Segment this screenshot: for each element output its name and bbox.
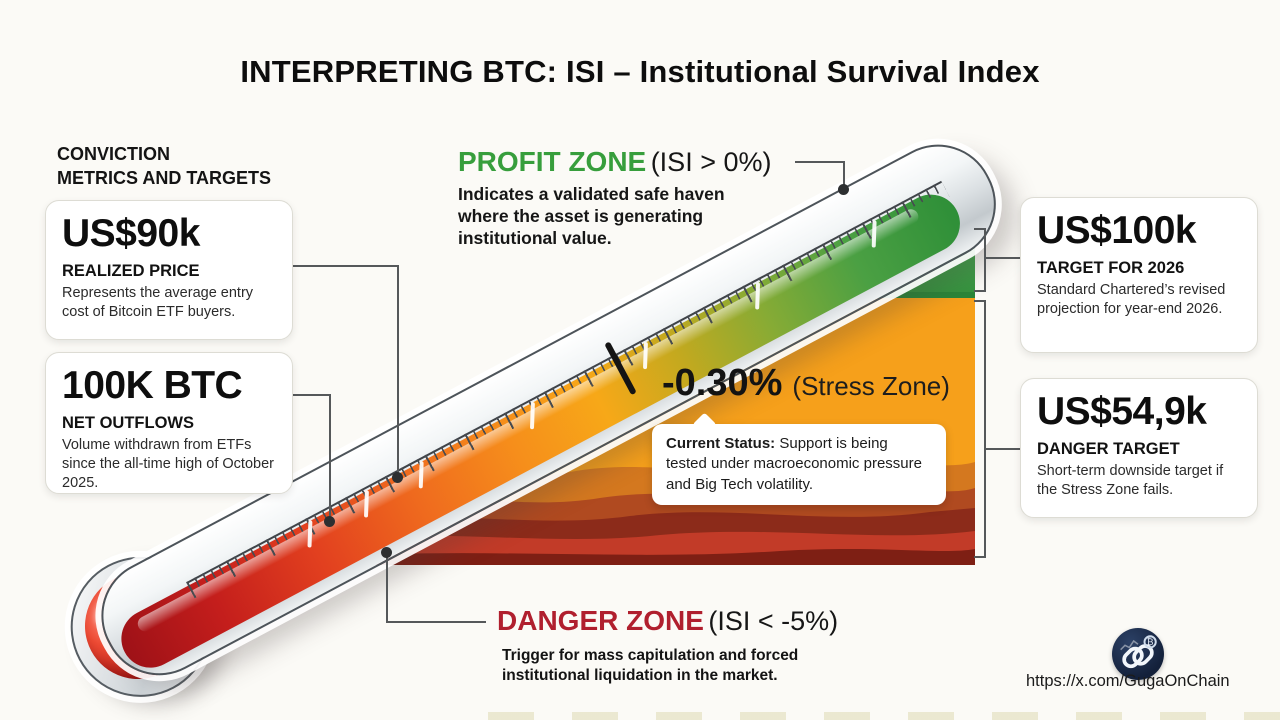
bottom-color-strip	[488, 712, 1280, 720]
metric-card-danger-target: US$54,9k DANGER TARGET Short-term downsi…	[1020, 378, 1258, 518]
connector-line	[386, 621, 486, 623]
current-status-text: Support is being tested under macroecono…	[666, 435, 922, 493]
bracket-line	[984, 228, 986, 292]
danger-zone-condition: (ISI < -5%)	[708, 606, 839, 636]
danger-zone-label: DANGER ZONE (ISI < -5%)	[497, 605, 838, 637]
connector-line	[986, 448, 1020, 450]
metric-card-net-outflows: 100K BTC NET OUTFLOWS Volume withdrawn f…	[45, 352, 293, 494]
connector-line	[986, 257, 1020, 259]
connector-line	[795, 161, 845, 163]
bracket-line	[984, 300, 986, 558]
metric-label: TARGET FOR 2026	[1037, 259, 1185, 278]
current-status-title: Current Status:	[666, 435, 776, 452]
connector-dot	[381, 547, 392, 558]
metric-value: US$54,9k	[1037, 390, 1207, 433]
metric-description: Short-term downside target if the Stress…	[1037, 463, 1224, 499]
bracket-cap	[974, 300, 985, 302]
guga-onchain-logo: ₿	[1112, 628, 1164, 680]
connector-line	[386, 556, 388, 623]
conviction-metrics-heading: CONVICTION METRICS AND TARGETS	[57, 143, 271, 191]
danger-zone-name: DANGER ZONE	[497, 605, 704, 636]
metric-label: DANGER TARGET	[1037, 440, 1180, 459]
metric-description: Standard Chartered’s revised projection …	[1037, 282, 1226, 318]
metric-label: REALIZED PRICE	[62, 262, 200, 281]
connector-line	[397, 265, 399, 477]
svg-text:₿: ₿	[1147, 637, 1154, 648]
metric-value: 100K BTC	[62, 364, 243, 407]
footer-url-link[interactable]: https://x.com/GugaOnChain	[1026, 672, 1230, 690]
connector-dot	[392, 472, 403, 483]
bracket-cap	[974, 228, 985, 230]
metric-description: Volume withdrawn from ETFs since the all…	[62, 437, 274, 492]
profit-zone-name: PROFIT ZONE	[458, 146, 647, 177]
profit-zone-condition: (ISI > 0%)	[650, 147, 772, 177]
connector-line	[293, 265, 399, 267]
danger-zone-description: Trigger for mass capitulation and forced…	[502, 647, 799, 684]
stress-zone-label: -0.30% (Stress Zone)	[662, 362, 950, 405]
danger-zone-strata	[330, 462, 975, 565]
profit-zone-description: Indicates a validated safe haven where t…	[458, 184, 725, 249]
stress-zone-value: -0.30%	[662, 362, 783, 404]
bracket-cap	[974, 290, 985, 292]
stress-zone-name: (Stress Zone)	[792, 371, 950, 401]
metric-description: Represents the average entry cost of Bit…	[62, 285, 254, 321]
connector-line	[329, 394, 331, 520]
profit-zone-label: PROFIT ZONE (ISI > 0%)	[458, 146, 771, 178]
bracket-cap	[974, 556, 985, 558]
connector-dot	[838, 184, 849, 195]
metric-label: NET OUTFLOWS	[62, 414, 194, 433]
metric-card-target-2026: US$100k TARGET FOR 2026 Standard Charter…	[1020, 197, 1258, 353]
heading-line-1: CONVICTION	[57, 144, 171, 164]
heading-line-2: METRICS AND TARGETS	[57, 167, 271, 188]
chain-link-icon: ₿	[1120, 635, 1157, 669]
metric-card-realized-price: US$90k REALIZED PRICE Represents the ave…	[45, 200, 293, 340]
connector-dot	[324, 516, 335, 527]
connector-line	[843, 161, 845, 187]
metric-value: US$90k	[62, 212, 200, 255]
page-title: INTERPRETING BTC: ISI – Institutional Su…	[240, 54, 1040, 89]
metric-value: US$100k	[1037, 209, 1197, 252]
current-status-bubble: Current Status: Support is being tested …	[652, 424, 946, 505]
connector-line	[293, 394, 331, 396]
